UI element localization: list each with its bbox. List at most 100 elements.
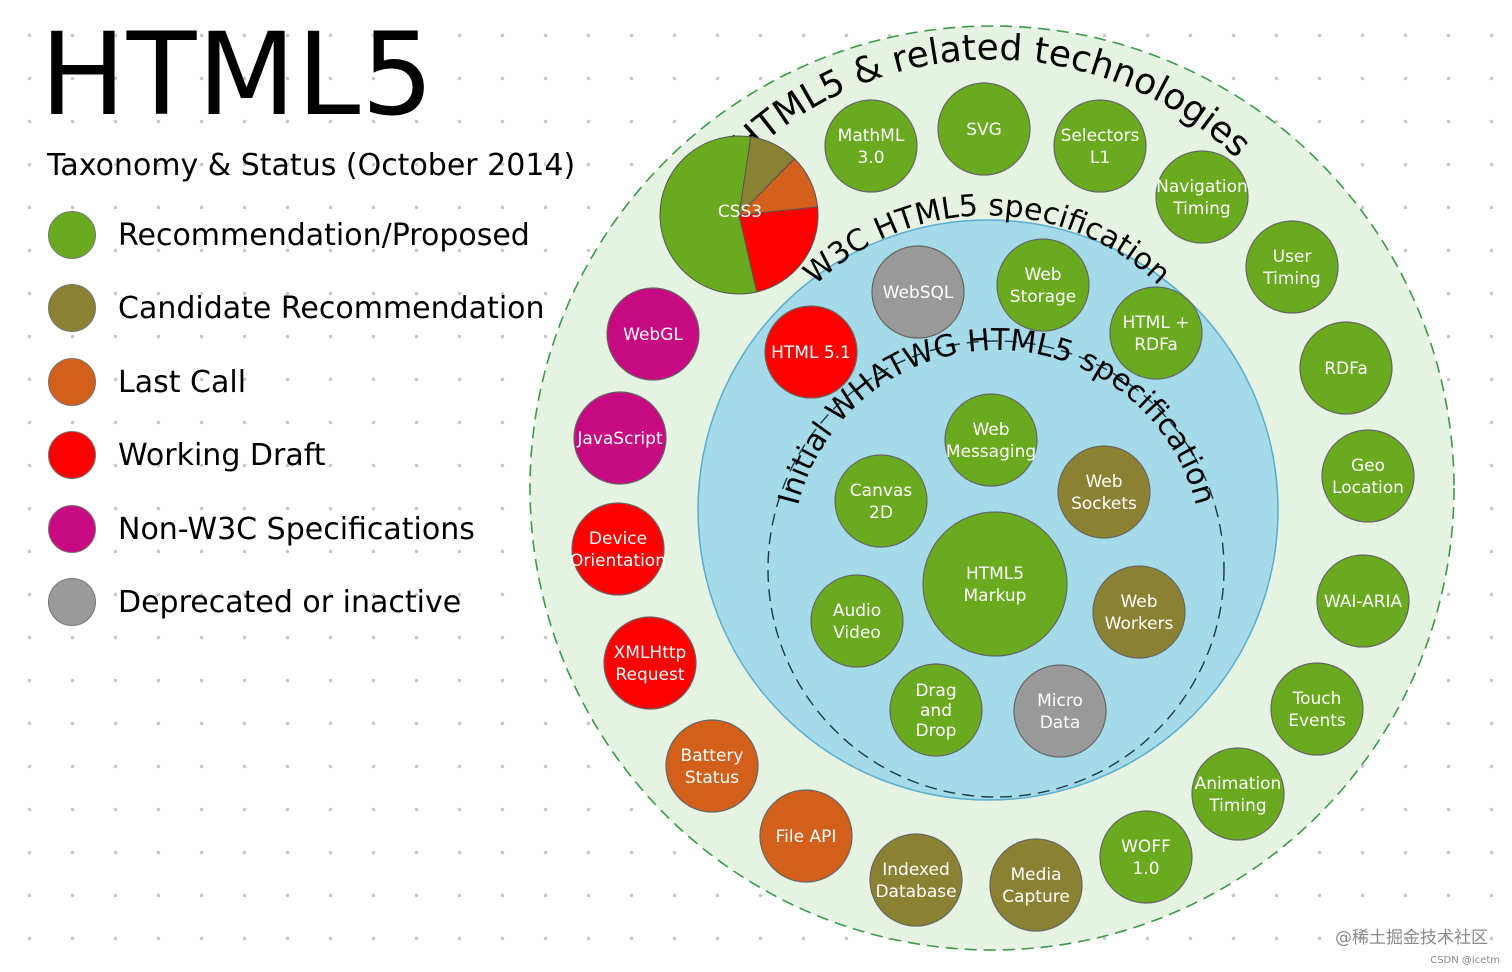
node-label: Markup — [964, 586, 1027, 606]
css3-label: CSS3 — [718, 202, 762, 222]
node-circle — [1057, 445, 1151, 539]
node-circle — [834, 454, 928, 548]
node-label: Geo — [1351, 456, 1385, 476]
node-label: Status — [685, 768, 739, 788]
node-label: Location — [1332, 478, 1404, 498]
legend-item-deprecated: Deprecated or inactive — [48, 577, 568, 650]
node-wai-aria: WAI-ARIA — [1316, 554, 1410, 648]
node-label: Canvas — [850, 481, 913, 501]
page-subtitle: Taxonomy & Status (October 2014) — [47, 148, 576, 183]
legend-item-working_draft: Working Draft — [48, 430, 568, 503]
css3-slice-working_draft — [738, 206, 819, 293]
node-label: Drop — [916, 721, 957, 741]
node-circle — [603, 616, 697, 710]
node-circle — [1099, 810, 1193, 904]
node-svg: SVG — [937, 82, 1031, 176]
node-label: L1 — [1090, 148, 1110, 168]
node-label: User — [1273, 247, 1312, 267]
node-rdfa: RDFa — [1299, 321, 1393, 415]
node-label: and — [920, 701, 952, 721]
node-websql: WebSQL — [871, 245, 965, 339]
watermark-source: @稀土掘金技术社区 — [1335, 928, 1488, 948]
node-circle — [871, 245, 965, 339]
node-circle — [824, 99, 918, 193]
legend-swatch — [48, 577, 96, 626]
node-label: Timing — [1262, 269, 1320, 289]
node-circle — [1316, 554, 1410, 648]
node-label: MathML — [838, 126, 905, 146]
node-label: File API — [776, 827, 837, 847]
node-circle — [1155, 150, 1249, 244]
node-label: Drag — [915, 681, 956, 701]
node-label: Capture — [1002, 887, 1070, 907]
node-label: Audio — [833, 601, 881, 621]
node-label: Timing — [1208, 796, 1266, 816]
node-label: Data — [1040, 713, 1081, 733]
node-label: Web — [972, 420, 1009, 440]
node-label: Sockets — [1071, 494, 1137, 514]
node-label: Request — [615, 665, 684, 685]
node-label: Battery — [681, 746, 744, 766]
node-label: Database — [875, 882, 956, 902]
node-label: RDFa — [1324, 359, 1368, 379]
node-circle — [1270, 662, 1364, 756]
node-circle — [944, 393, 1038, 487]
node-label: RDFa — [1134, 335, 1178, 355]
watermark-credit: CSDN @icetm — [1430, 955, 1500, 966]
node-label: HTML + — [1123, 313, 1190, 333]
node-circle — [869, 833, 963, 927]
node-label: Navigation — [1156, 177, 1248, 197]
node-label: Device — [589, 529, 647, 549]
node-html-rdfa: HTML +RDFa — [1109, 286, 1203, 380]
legend-label: Deprecated or inactive — [118, 584, 462, 620]
node-html-5-1: HTML 5.1 — [764, 305, 858, 399]
node-label: JavaScript — [576, 429, 663, 449]
legend-label: Working Draft — [118, 438, 326, 474]
node-label: Web — [1085, 472, 1122, 492]
node-label: WebSQL — [883, 283, 954, 303]
node-label: WOFF — [1121, 837, 1171, 857]
node-circle — [665, 719, 759, 813]
node-circle — [1013, 664, 1107, 758]
node-label: WebGL — [623, 325, 683, 345]
node-circle — [1299, 321, 1393, 415]
node-label: WAI-ARIA — [1324, 592, 1403, 612]
page-title: HTML5 — [40, 8, 435, 141]
node-circle — [1053, 99, 1147, 193]
legend-label: Candidate Recommendation — [118, 291, 545, 327]
node-label: Media — [1010, 865, 1061, 885]
node-circle — [1092, 565, 1186, 659]
node-label: HTML5 — [966, 564, 1024, 584]
node-circle — [1109, 286, 1203, 380]
legend-label: Recommendation/Proposed — [118, 218, 530, 253]
legend-swatch — [48, 431, 96, 480]
node-label: Micro — [1037, 691, 1083, 711]
node-label: Timing — [1172, 199, 1230, 219]
node-label: Messaging — [946, 442, 1036, 462]
legend-label: Last Call — [118, 364, 247, 400]
node-label: XMLHttp — [614, 643, 687, 663]
legend-item-non_w3c: Non-W3C Specifications — [48, 504, 568, 577]
node-label: Orientation — [570, 551, 666, 571]
legend-swatch — [48, 357, 96, 406]
node-circle — [922, 511, 1068, 657]
node-circle — [571, 502, 665, 596]
legend-swatch — [48, 284, 96, 333]
node-circle — [1245, 220, 1339, 314]
node-circle — [1191, 747, 1285, 841]
legend-swatch — [48, 211, 96, 259]
